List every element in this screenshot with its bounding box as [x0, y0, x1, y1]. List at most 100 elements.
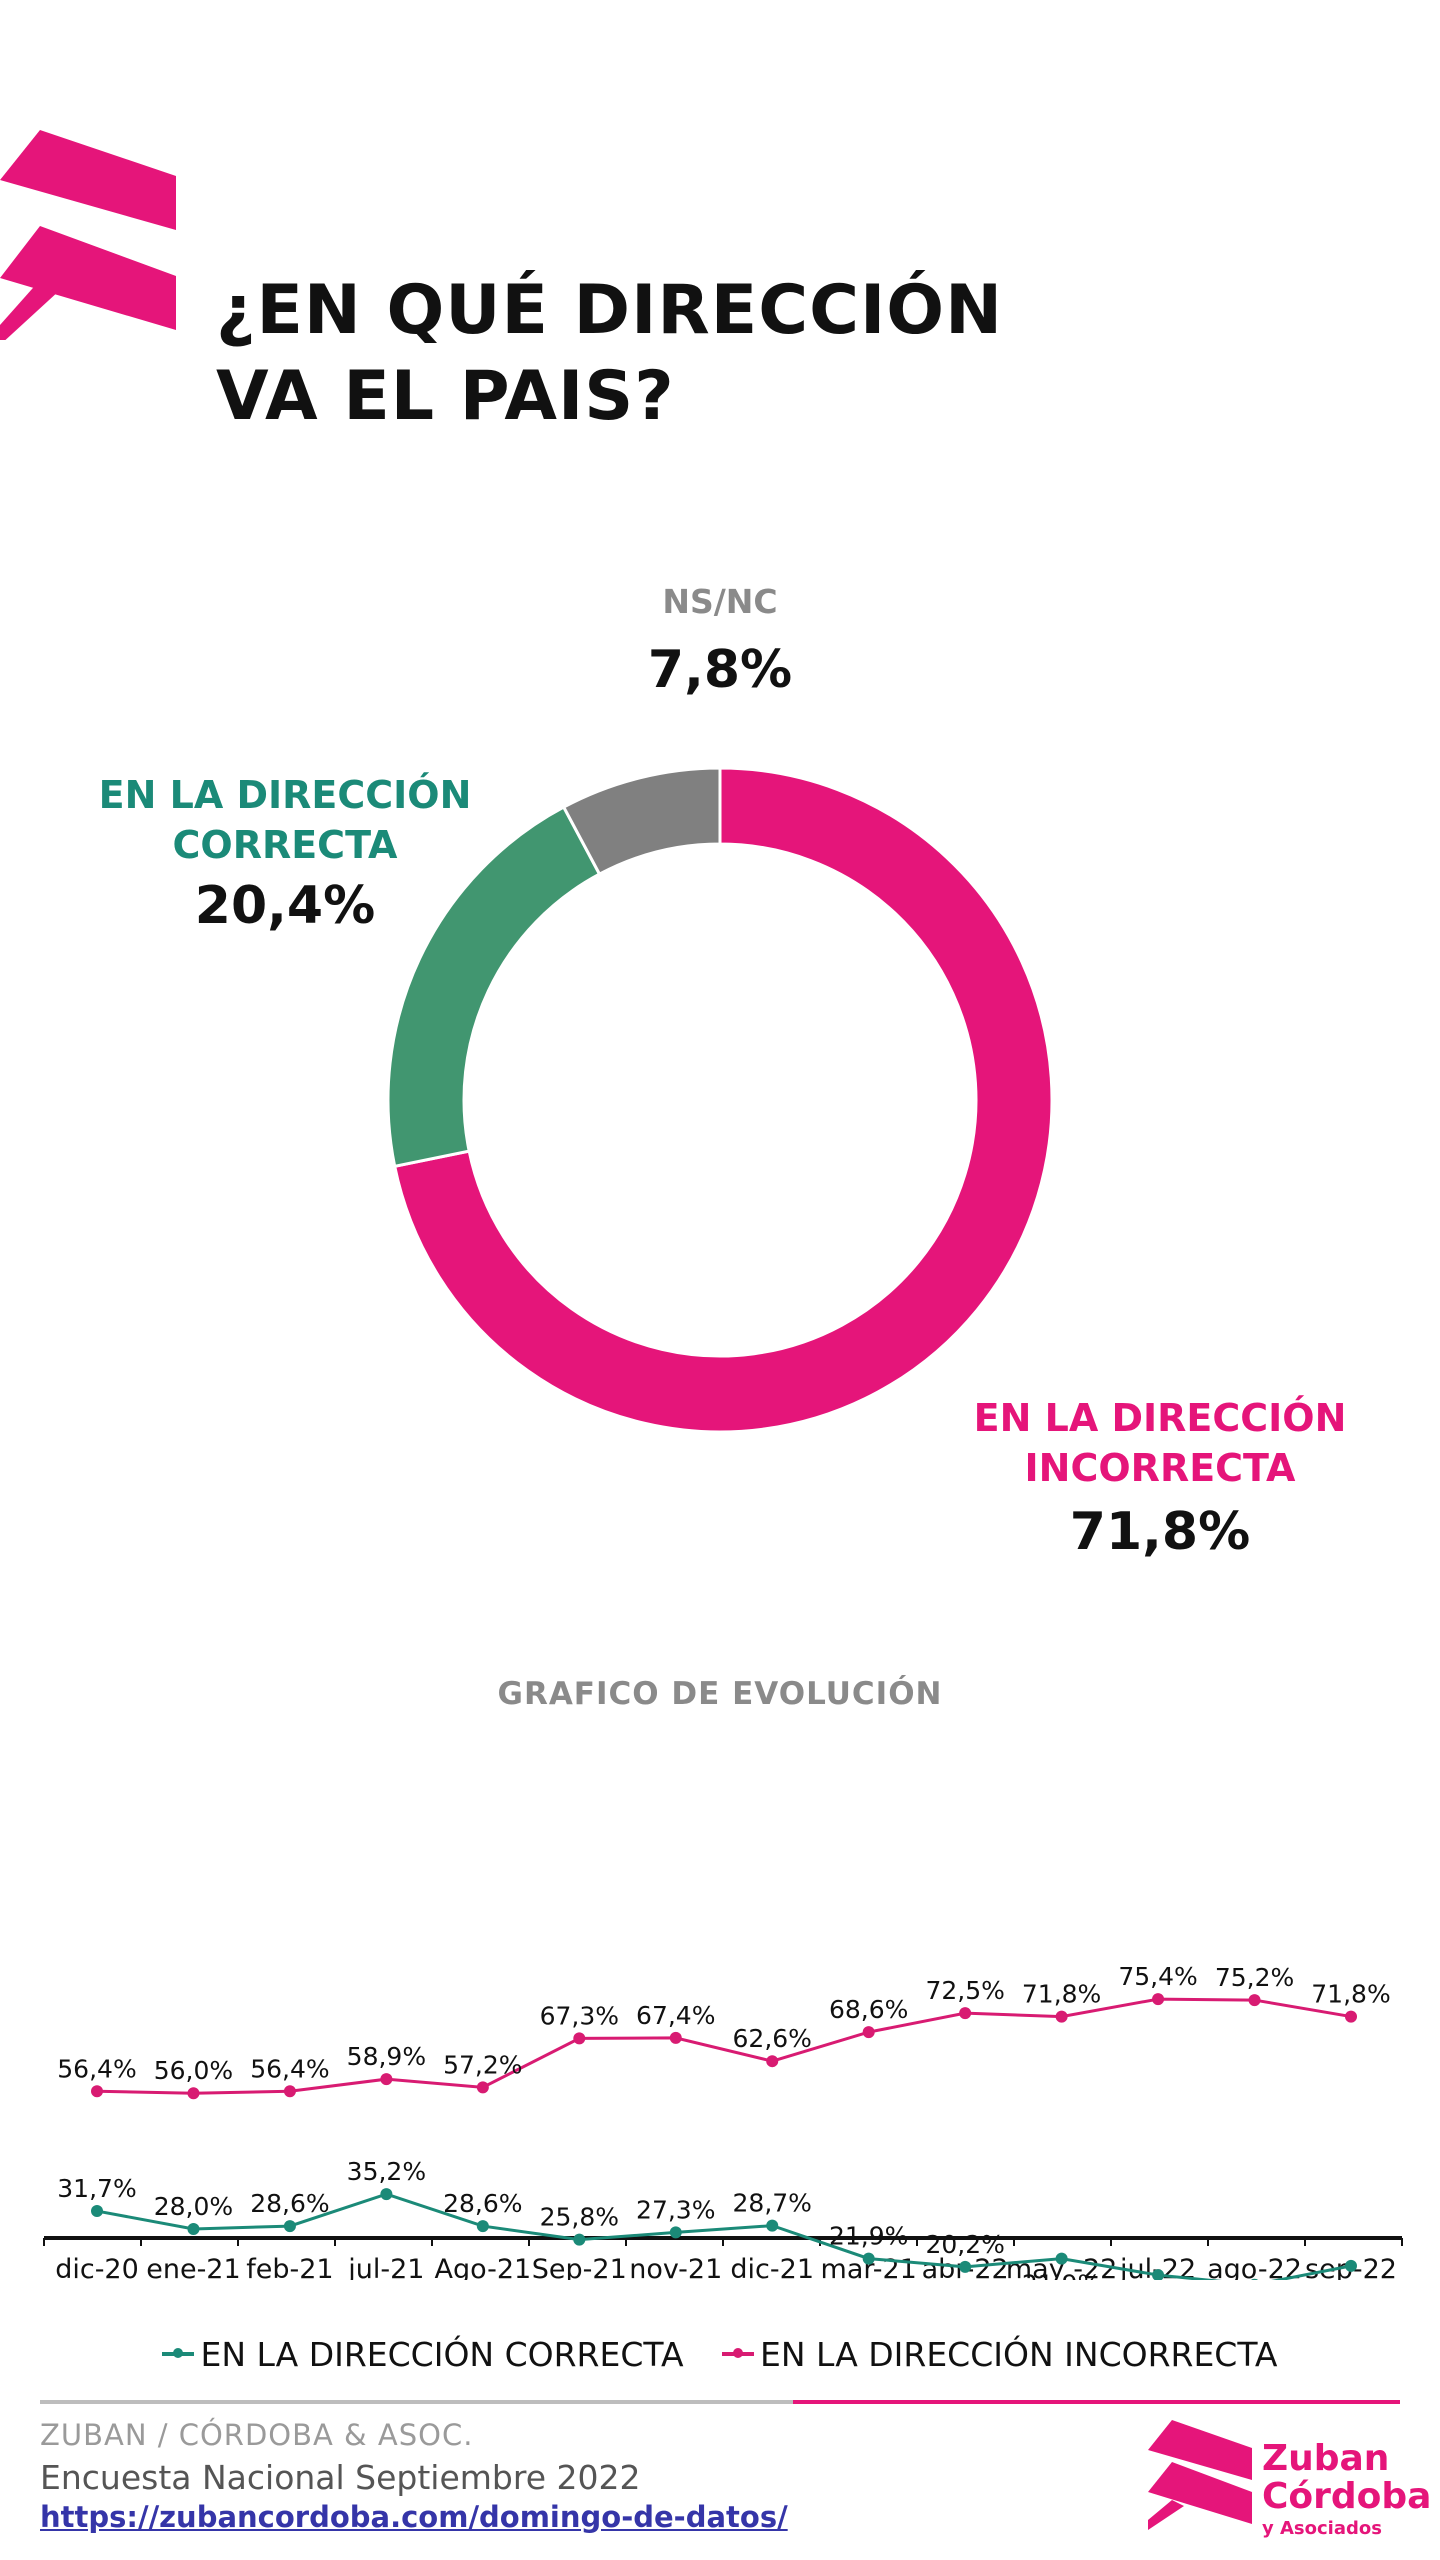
- data-point: [1152, 2269, 1165, 2280]
- legend-marker-incorrecta-icon: [722, 2348, 755, 2358]
- data-label: 31,7%: [57, 2174, 136, 2203]
- x-tick-label: feb-21: [246, 2254, 333, 2280]
- data-label: 56,0%: [154, 2056, 233, 2085]
- data-point: [1345, 2010, 1357, 2023]
- brand-name: Zuban Córdoba: [1262, 2440, 1431, 2516]
- data-label: 20,2%: [925, 2230, 1004, 2259]
- data-point: [187, 2087, 200, 2100]
- data-point: [1250, 2278, 1259, 2280]
- legend-item-incorrecta: EN LA DIRECCIÓN INCORRECTA: [722, 2334, 1278, 2374]
- incorrecta-label-line1: EN LA DIRECCIÓN: [973, 1396, 1347, 1440]
- data-label: 25,8%: [540, 2203, 619, 2232]
- data-point: [187, 2223, 200, 2235]
- footer-link[interactable]: https://zubancordoba.com/domingo-de-dato…: [40, 2500, 788, 2534]
- evolution-chart-title: GRAFICO DE EVOLUCIÓN: [497, 1676, 943, 1712]
- correcta-label-line2: CORRECTA: [172, 823, 398, 867]
- legend-label-correcta: EN LA DIRECCIÓN CORRECTA: [200, 2334, 684, 2374]
- footer-divider: [40, 2400, 1400, 2404]
- data-point: [862, 2252, 875, 2265]
- data-label: 21,9%: [1022, 2270, 1101, 2280]
- data-label: 28,6%: [250, 2189, 329, 2218]
- data-label: 71,8%: [1022, 1980, 1101, 2009]
- data-point: [669, 2031, 682, 2044]
- data-point: [380, 2073, 393, 2086]
- data-label: 62,6%: [733, 2024, 812, 2053]
- data-label: 20,4%: [1311, 2277, 1390, 2280]
- data-point: [1152, 1993, 1165, 2006]
- x-tick-label: ago-22: [1207, 2254, 1302, 2280]
- incorrecta-label: EN LA DIRECCIÓN INCORRECTA: [940, 1393, 1380, 1493]
- data-point: [380, 2188, 393, 2201]
- data-label: 56,4%: [57, 2054, 136, 2083]
- incorrecta-label-line2: INCORRECTA: [1024, 1446, 1296, 1490]
- data-point: [669, 2226, 682, 2239]
- data-point: [283, 2220, 296, 2233]
- legend-label-incorrecta: EN LA DIRECCIÓN INCORRECTA: [760, 2334, 1278, 2374]
- data-label: 68,6%: [829, 1995, 908, 2024]
- legend-marker-correcta-icon: [162, 2348, 195, 2358]
- data-point: [766, 2055, 779, 2068]
- data-point: [91, 2085, 103, 2098]
- x-tick-label: Ago-21: [434, 2254, 531, 2280]
- data-point: [1345, 2259, 1357, 2272]
- x-tick-label: dic-20: [55, 2254, 139, 2280]
- legend-item-correcta: EN LA DIRECCIÓN CORRECTA: [162, 2334, 684, 2374]
- data-point: [476, 2081, 489, 2094]
- brand-name-line2: Córdoba: [1262, 2476, 1432, 2517]
- data-point: [573, 2233, 586, 2246]
- correcta-value: 20,4%: [194, 876, 376, 936]
- x-tick-label: Sep-21: [532, 2254, 627, 2280]
- data-point: [1248, 1994, 1261, 2007]
- brand-name-line1: Zuban: [1262, 2438, 1390, 2479]
- data-point: [959, 2007, 972, 2020]
- brand-stripes-logo: [0, 130, 176, 340]
- data-point: [766, 2219, 779, 2232]
- nsnc-value: 7,8%: [647, 640, 793, 700]
- donut-chart: [386, 766, 1054, 1434]
- page-title-line2: VA EL PAIS?: [216, 357, 675, 436]
- data-label: 67,3%: [540, 2001, 619, 2030]
- data-point: [91, 2205, 103, 2218]
- data-label: 75,2%: [1215, 1963, 1294, 1992]
- data-point: [959, 2260, 972, 2273]
- data-label: 21,9%: [829, 2222, 908, 2251]
- data-label: 71,8%: [1311, 1980, 1390, 2009]
- data-point: [476, 2220, 489, 2233]
- data-label: 75,4%: [1118, 1962, 1197, 1991]
- x-tick-label: dic-21: [730, 2254, 814, 2280]
- brand-subtitle: y Asociados: [1262, 2518, 1382, 2539]
- data-point: [862, 2026, 875, 2039]
- nsnc-label: NS/NC: [662, 582, 778, 621]
- donut-slice-0: [392, 766, 1054, 1434]
- x-tick-label: ene-21: [146, 2254, 240, 2280]
- data-label: 27,3%: [636, 2195, 715, 2224]
- footer-survey-name: Encuesta Nacional Septiembre 2022: [40, 2458, 641, 2497]
- data-label: 28,0%: [154, 2192, 233, 2221]
- donut-slice-2: [561, 766, 722, 877]
- data-point: [283, 2085, 296, 2098]
- data-label: 58,9%: [347, 2042, 426, 2071]
- incorrecta-value: 71,8%: [1069, 1502, 1251, 1562]
- series-line-correcta: [96, 2192, 1352, 2280]
- data-label: 57,2%: [443, 2050, 522, 2079]
- data-point: [1055, 2252, 1068, 2265]
- data-label: 28,6%: [443, 2189, 522, 2218]
- brand-logo-icon: [1148, 2420, 1252, 2530]
- data-point: [573, 2032, 586, 2045]
- footer-organization: ZUBAN / CÓRDOBA & ASOC.: [40, 2418, 474, 2452]
- data-label: 67,4%: [636, 2001, 715, 2030]
- correcta-label-line1: EN LA DIRECCIÓN: [98, 773, 472, 817]
- x-tick-label: nov-21: [629, 2254, 722, 2280]
- footer-divider-accent: [793, 2400, 1400, 2404]
- page-title-line1: ¿EN QUÉ DIRECCIÓN: [216, 271, 1004, 350]
- correcta-label: EN LA DIRECCIÓN CORRECTA: [60, 770, 510, 870]
- data-label: 35,2%: [347, 2157, 426, 2186]
- page-title: ¿EN QUÉ DIRECCIÓN VA EL PAIS?: [216, 268, 1116, 440]
- chart-legend: EN LA DIRECCIÓN CORRECTA EN LA DIRECCIÓN…: [0, 2325, 1440, 2374]
- data-label: 28,7%: [733, 2189, 812, 2218]
- evolution-line-chart: dic-20 ene-21 feb-21 jul-21 Ago-21 Sep-21 nov-…: [43, 1962, 1403, 2280]
- data-label: 72,5%: [925, 1976, 1004, 2005]
- data-point: [1055, 2010, 1068, 2023]
- data-label: 56,4%: [250, 2054, 329, 2083]
- x-tick-label: jul-21: [347, 2254, 424, 2280]
